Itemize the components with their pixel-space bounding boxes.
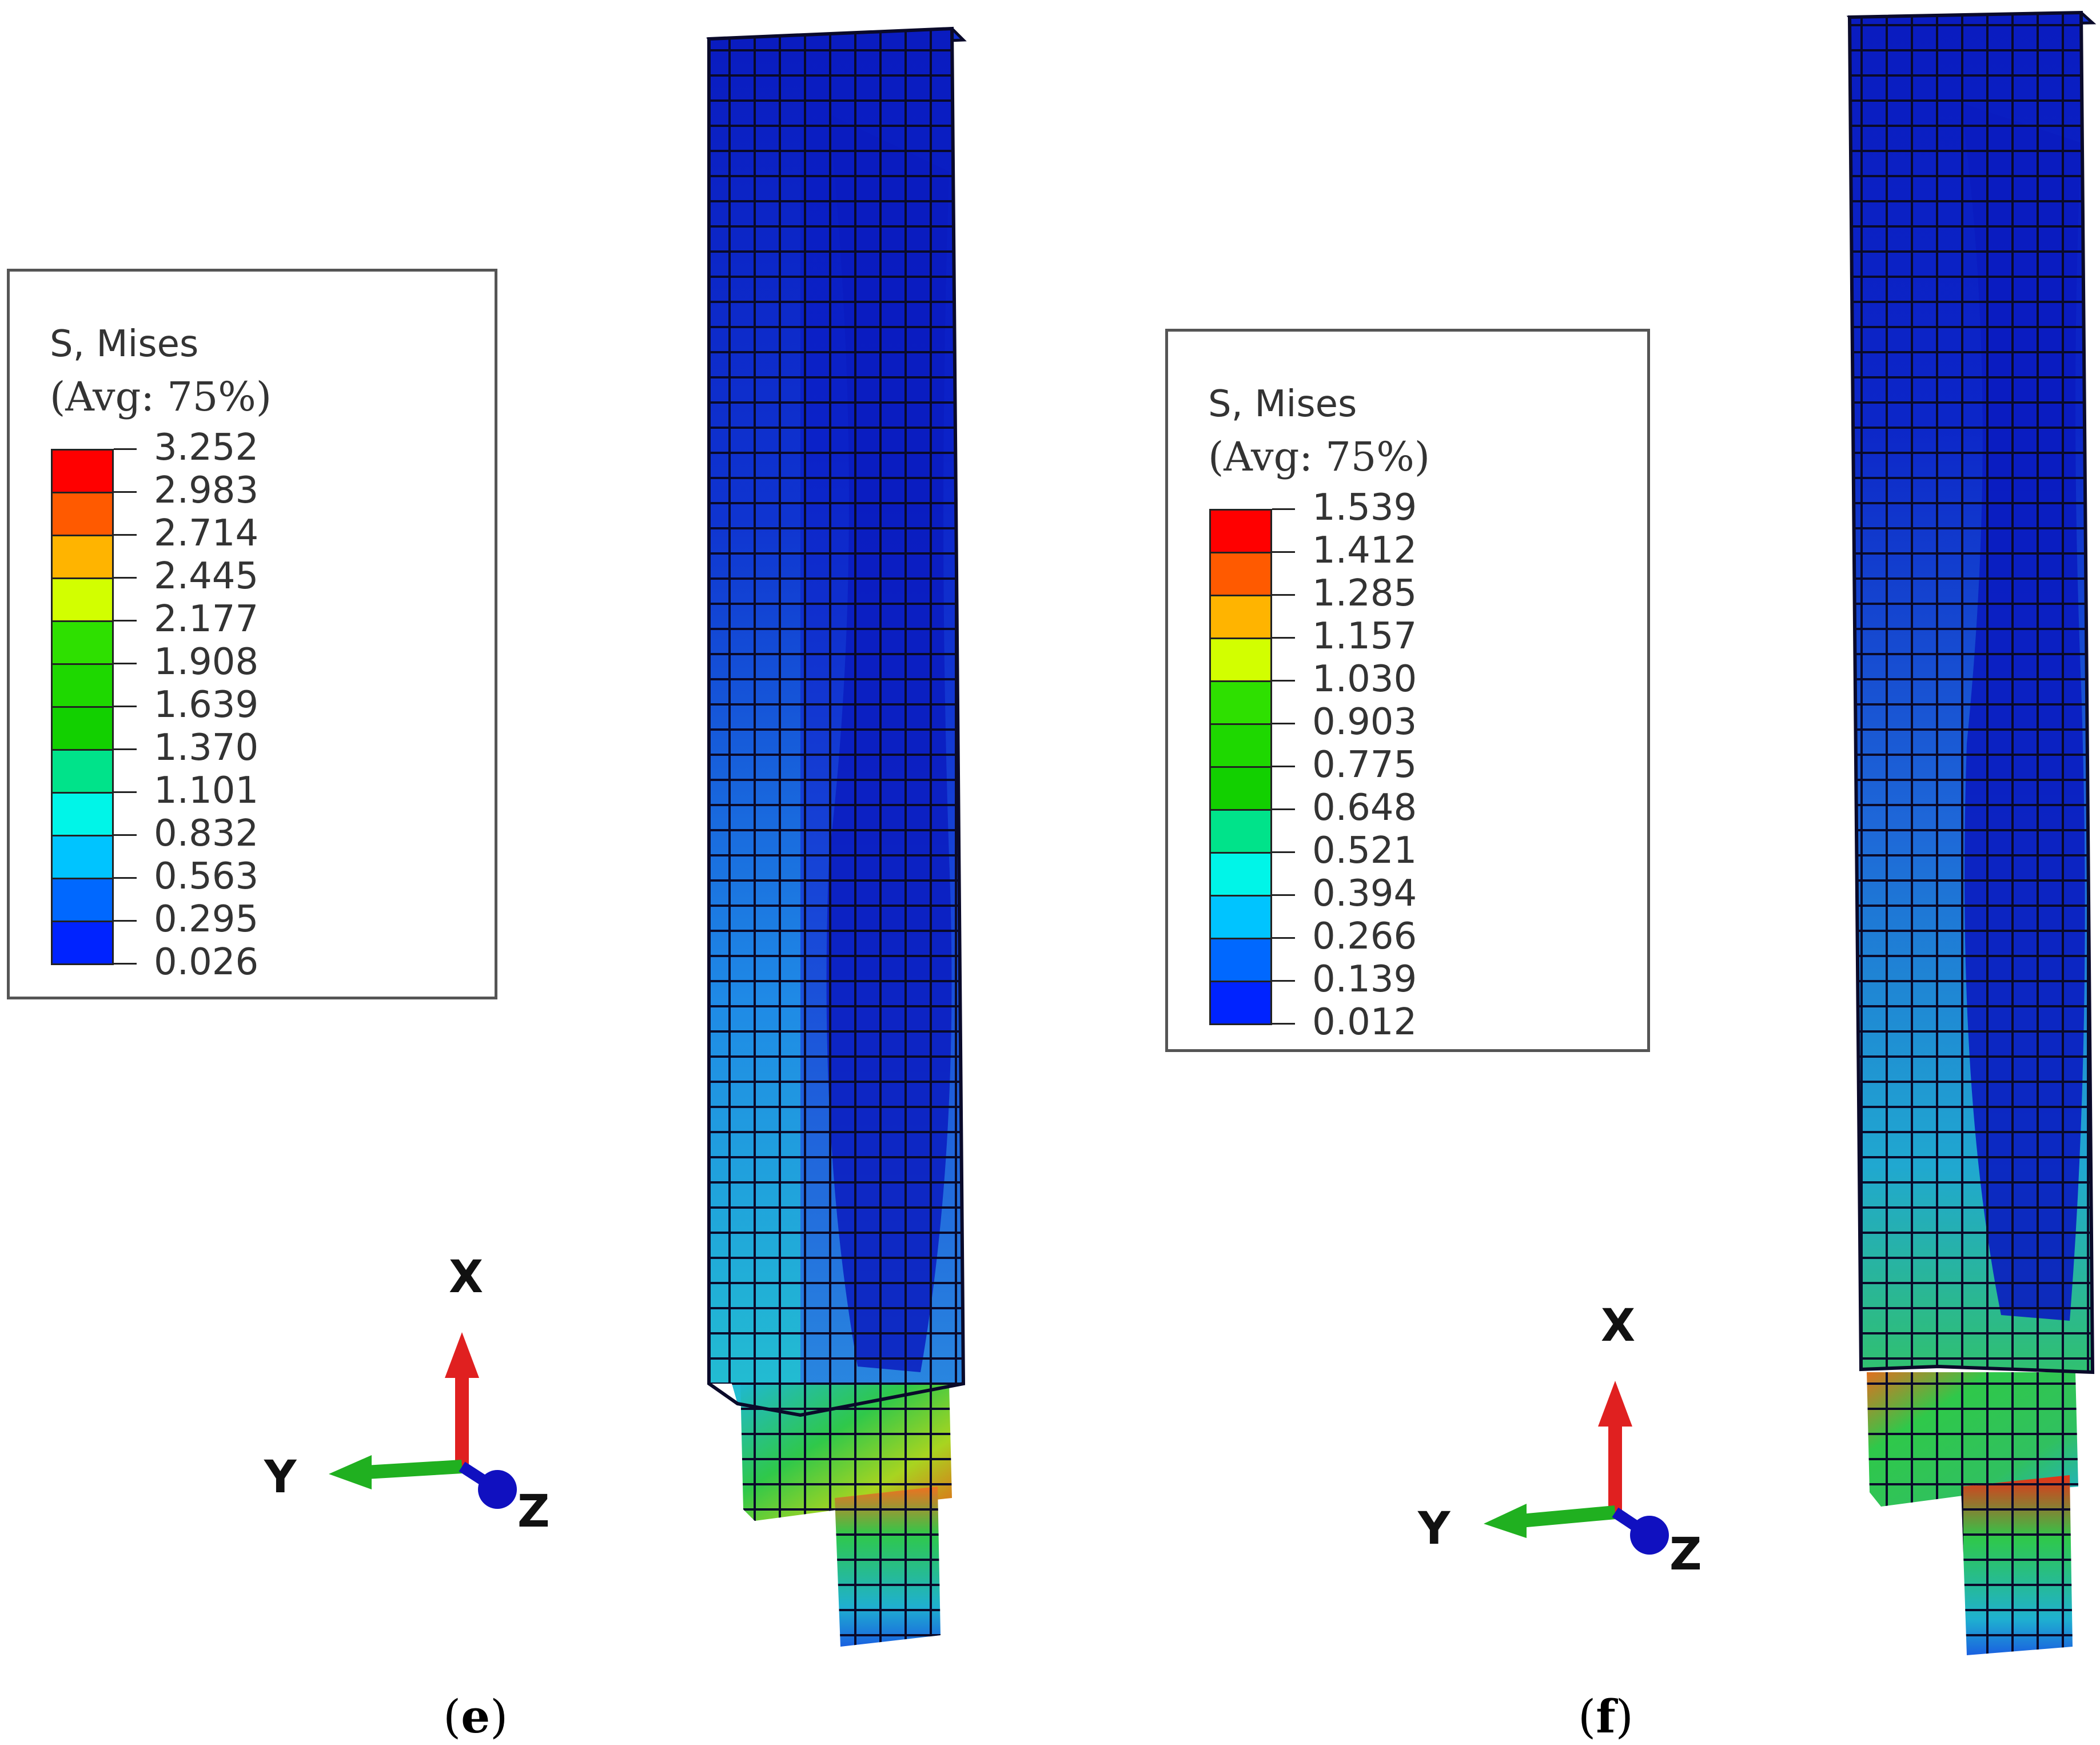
- axis-label-z: Z: [517, 1486, 550, 1537]
- color-scale-tick: [114, 448, 137, 450]
- color-scale-tick: [1272, 551, 1295, 553]
- color-scale-tick: [1272, 508, 1295, 510]
- color-swatch: [51, 835, 114, 879]
- color-scale-tick: [114, 877, 137, 879]
- color-scale-label: 0.775: [1312, 744, 1417, 786]
- color-scale-label: 1.908: [154, 641, 259, 683]
- color-scale-label: 0.563: [154, 855, 259, 898]
- color-scale-label: 2.714: [154, 512, 259, 555]
- axis-triad-e: X Y Z: [264, 1252, 550, 1537]
- color-swatch: [1209, 981, 1272, 1025]
- axis-triad-f: X Y Z: [1417, 1300, 1702, 1580]
- color-scale-tick: [1272, 723, 1295, 724]
- legend-f: S, Mises (Avg: 75%) 1.539 1.412 1.285 1.157…: [1165, 329, 1650, 1052]
- color-scale-label: 0.026: [154, 941, 259, 983]
- color-scale-label: 0.521: [1312, 830, 1417, 872]
- color-scale-tick: [114, 491, 137, 493]
- color-scale-label: 0.832: [154, 812, 259, 855]
- color-scale-tick: [114, 577, 137, 579]
- color-scale-label: 1.412: [1312, 529, 1417, 572]
- color-scale-tick: [114, 963, 137, 965]
- axis-label-z: Z: [1669, 1529, 1702, 1580]
- color-scale-tick: [1272, 766, 1295, 767]
- color-scale-label: 1.539: [1312, 487, 1417, 529]
- color-scale-tick: [114, 920, 137, 922]
- axis-label-y: Y: [264, 1452, 297, 1503]
- color-scale-tick: [114, 748, 137, 750]
- color-scale-tick: [1272, 980, 1295, 982]
- color-swatch: [1209, 723, 1272, 768]
- color-swatch: [51, 620, 114, 665]
- color-scale-label: 1.285: [1312, 572, 1417, 615]
- color-scale-tick: [114, 834, 137, 836]
- color-scale-tick: [114, 534, 137, 536]
- color-swatch: [51, 449, 114, 493]
- color-scale-label: 1.030: [1312, 658, 1417, 700]
- color-swatch: [1209, 552, 1272, 596]
- panel-label-f: (f): [1578, 1690, 1633, 1743]
- color-scale-tick: [114, 706, 137, 707]
- color-scale-label: 0.394: [1312, 872, 1417, 915]
- color-scale-label: 0.295: [154, 898, 259, 941]
- color-scale-tick: [1272, 594, 1295, 596]
- color-scale-tick: [1272, 937, 1295, 939]
- color-scale-label: 3.252: [154, 427, 259, 469]
- color-scale-label: 1.101: [154, 770, 259, 812]
- color-scale-label: 1.157: [1312, 615, 1417, 658]
- color-swatch: [51, 921, 114, 965]
- color-scale-label: 1.370: [154, 727, 259, 769]
- color-swatch: [51, 792, 114, 836]
- color-scale-label: 0.012: [1312, 1001, 1417, 1043]
- color-scale-tick: [1272, 680, 1295, 682]
- color-swatch: [1209, 509, 1272, 553]
- color-scale: 1.539 1.412 1.285 1.157 1.030 0.903 0.775 0.648…: [1209, 489, 1417, 1041]
- color-scale-label: 0.266: [1312, 915, 1417, 958]
- color-scale-label: 0.648: [1312, 787, 1417, 829]
- legend-e: S, Mises (Avg: 75%) 3.252 2.983 2.714 2.445…: [7, 269, 497, 999]
- color-scale-label: 0.139: [1312, 958, 1417, 1001]
- color-scale-label: 2.445: [154, 555, 259, 597]
- color-scale: 3.252 2.983 2.714 2.445 2.177 1.908 1.639 1.370…: [51, 429, 258, 981]
- axis-label-x: X: [1601, 1300, 1635, 1352]
- color-swatch: [51, 706, 114, 751]
- color-scale-label: 2.983: [154, 469, 259, 512]
- legend-title: S, Mises: [50, 323, 199, 365]
- color-swatch: [51, 492, 114, 536]
- color-scale-tick: [1272, 637, 1295, 639]
- axis-label-x: X: [449, 1252, 483, 1303]
- legend-avg: (Avg: 75%): [50, 373, 272, 420]
- color-scale-tick: [1272, 808, 1295, 810]
- color-swatch: [1209, 895, 1272, 939]
- panel-label-e: (e): [443, 1690, 508, 1743]
- color-scale-tick: [1272, 851, 1295, 853]
- color-scale-tick: [1272, 1023, 1295, 1025]
- color-swatch: [1209, 809, 1272, 854]
- legend-avg: (Avg: 75%): [1208, 433, 1430, 480]
- color-scale-tick: [114, 791, 137, 793]
- color-scale-label: 1.639: [154, 684, 259, 726]
- axis-label-y: Y: [1417, 1503, 1451, 1555]
- color-scale-label: 0.903: [1312, 701, 1417, 743]
- column-model-f: [1846, 10, 2097, 1655]
- color-scale-tick: [1272, 894, 1295, 896]
- color-scale-tick: [114, 663, 137, 664]
- legend-title: S, Mises: [1208, 383, 1357, 425]
- column-model-e: [706, 26, 967, 1647]
- color-swatch: [51, 577, 114, 622]
- color-scale-tick: [114, 620, 137, 621]
- color-scale-label: 2.177: [154, 598, 259, 640]
